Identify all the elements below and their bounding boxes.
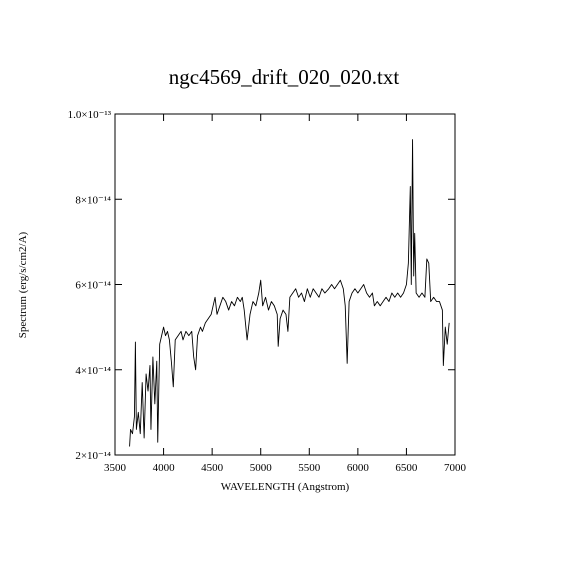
y-tick-label: 2×10⁻¹⁴ <box>75 450 111 462</box>
x-tick-label: 3500 <box>104 462 127 474</box>
x-tick-label: 4500 <box>201 462 224 474</box>
y-tick-label: 4×10⁻¹⁴ <box>75 365 111 377</box>
x-tick-label: 5000 <box>250 462 273 474</box>
y-tick-label: 1.0×10⁻¹³ <box>68 109 112 121</box>
x-axis-label: WAVELENGTH (Angstrom) <box>221 481 350 493</box>
x-tick-label: 5500 <box>298 462 321 474</box>
x-tick-label: 6500 <box>395 462 418 474</box>
y-tick-label: 8×10⁻¹⁴ <box>75 194 111 206</box>
y-tick-label: 6×10⁻¹⁴ <box>75 280 111 292</box>
x-tick-label: 4000 <box>153 462 176 474</box>
x-tick-label: 7000 <box>444 462 467 474</box>
chart-title: ngc4569_drift_020_020.txt <box>169 65 400 89</box>
plot-frame <box>114 113 456 456</box>
x-tick-label: 6000 <box>347 462 370 474</box>
spectrum-line <box>129 139 450 447</box>
y-axis-label: Spectrum (erg/s/cm2/A) <box>17 231 29 338</box>
